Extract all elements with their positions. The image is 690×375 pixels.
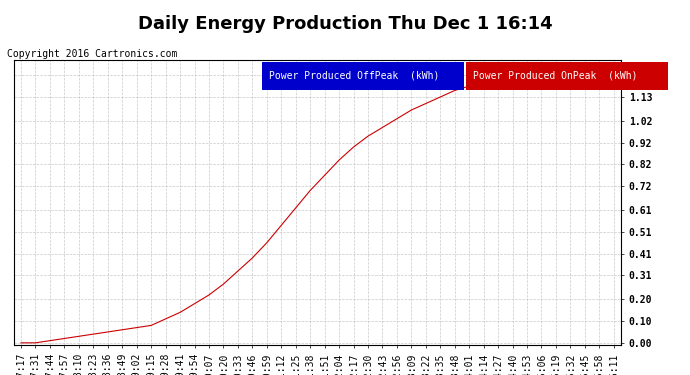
Text: Daily Energy Production Thu Dec 1 16:14: Daily Energy Production Thu Dec 1 16:14	[138, 15, 552, 33]
Text: Copyright 2016 Cartronics.com: Copyright 2016 Cartronics.com	[7, 49, 177, 59]
Text: Power Produced OffPeak  (kWh): Power Produced OffPeak (kWh)	[269, 71, 440, 81]
Text: Power Produced OnPeak  (kWh): Power Produced OnPeak (kWh)	[473, 71, 637, 81]
